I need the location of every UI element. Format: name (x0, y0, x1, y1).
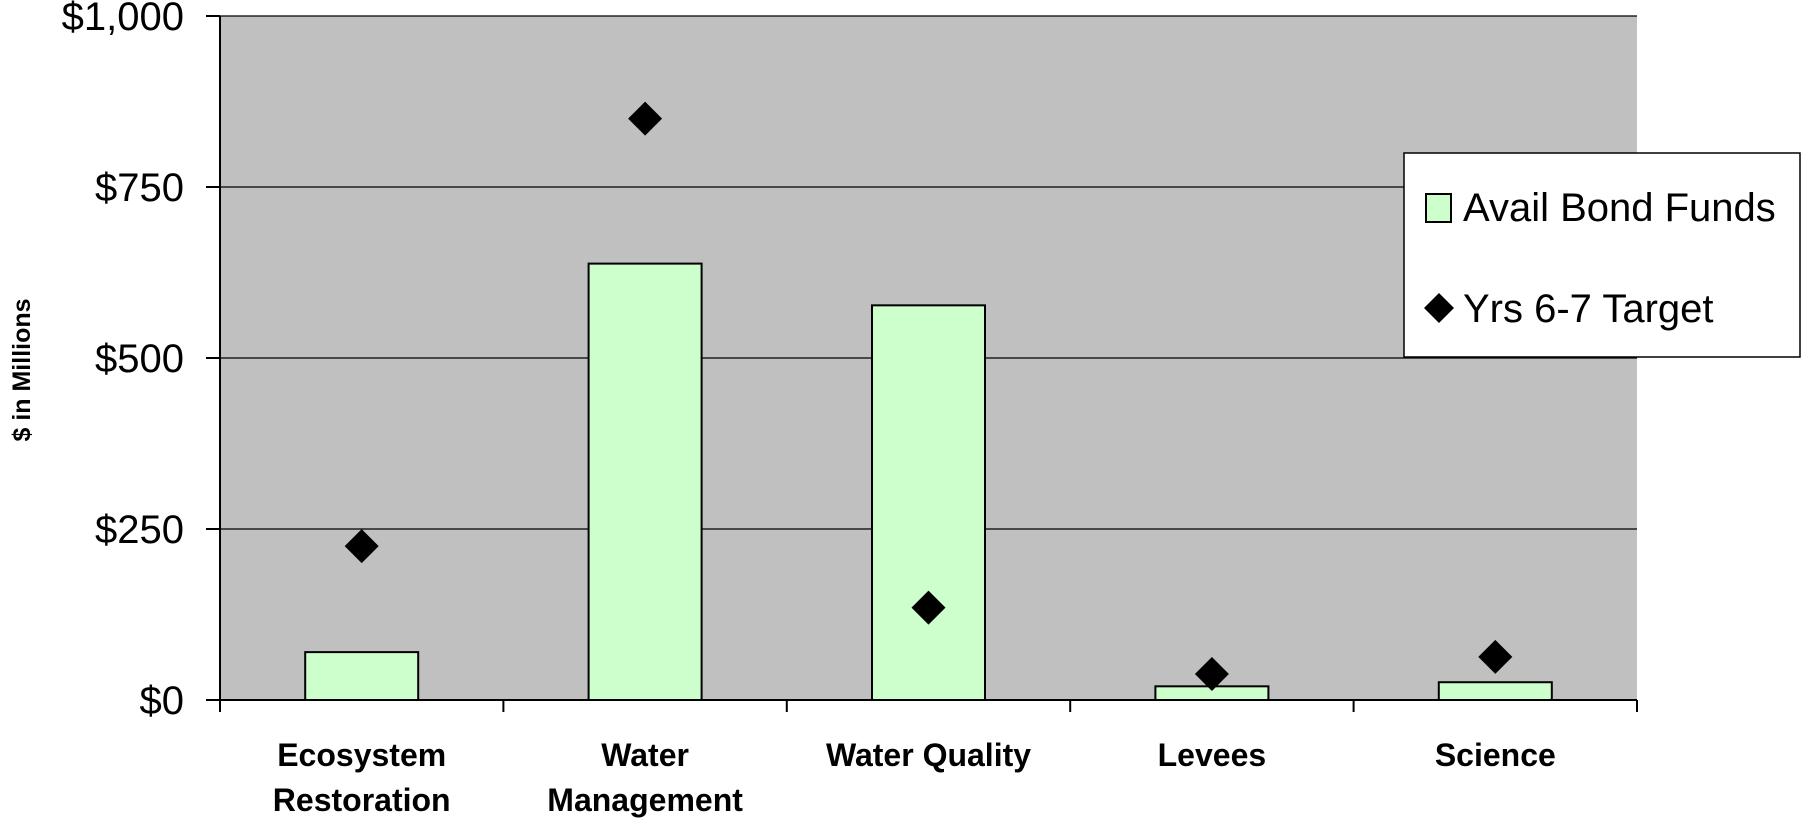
legend-label-yrs-6-7-target: Yrs 6-7 Target (1463, 287, 1714, 331)
bar (587, 262, 703, 701)
target-marker (1478, 639, 1513, 674)
legend-swatch-yrs-6-7-target (1424, 293, 1454, 323)
target-marker (628, 101, 663, 136)
y-tick-label: $1,000 (62, 0, 184, 39)
y-tick-label: $0 (140, 679, 185, 723)
x-tick-label: Water Quality (826, 737, 1031, 773)
y-tick-label: $250 (95, 508, 184, 552)
x-tick-label: Science (1435, 737, 1556, 773)
bar (304, 651, 420, 701)
legend-swatch-avail-bond-funds (1425, 193, 1452, 223)
y-tick-labels: $0 $250 $500 $750 $1,000 (62, 0, 184, 723)
x-tick-label: Water (601, 737, 689, 773)
x-tick-label: Management (547, 782, 743, 818)
marker-series (344, 101, 1513, 692)
x-tick-label: Restoration (273, 782, 451, 818)
legend-label-avail-bond-funds: Avail Bond Funds (1463, 186, 1776, 230)
axes (206, 15, 1638, 712)
bar (1437, 681, 1553, 702)
x-tick-labels: Ecosystem Restoration Water Management Water… (273, 737, 1556, 818)
legend-box (1403, 152, 1801, 358)
y-axis-label: $ in Millions (8, 298, 36, 441)
bar (871, 304, 986, 701)
x-tick-label: Ecosystem (277, 737, 446, 773)
target-marker (344, 529, 379, 564)
legend: Avail Bond Funds Yrs 6-7 Target (1403, 152, 1801, 358)
target-marker (1194, 657, 1229, 692)
target-marker (911, 590, 946, 625)
y-tick-label: $750 (95, 166, 184, 210)
x-tick-label: Levees (1158, 737, 1267, 773)
y-tick-label: $500 (95, 337, 184, 381)
